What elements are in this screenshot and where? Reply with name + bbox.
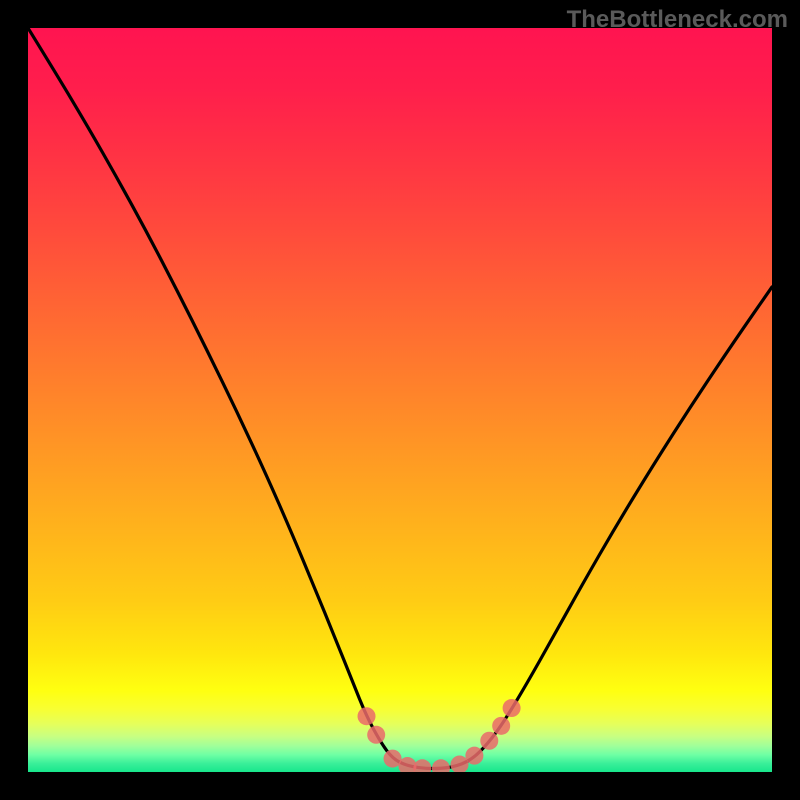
- valley-marker: [503, 699, 521, 717]
- valley-marker: [367, 726, 385, 744]
- valley-marker: [465, 747, 483, 765]
- chart-background: [28, 28, 772, 772]
- valley-marker: [358, 707, 376, 725]
- valley-marker: [480, 732, 498, 750]
- valley-marker: [492, 717, 510, 735]
- bottleneck-chart: [28, 28, 772, 772]
